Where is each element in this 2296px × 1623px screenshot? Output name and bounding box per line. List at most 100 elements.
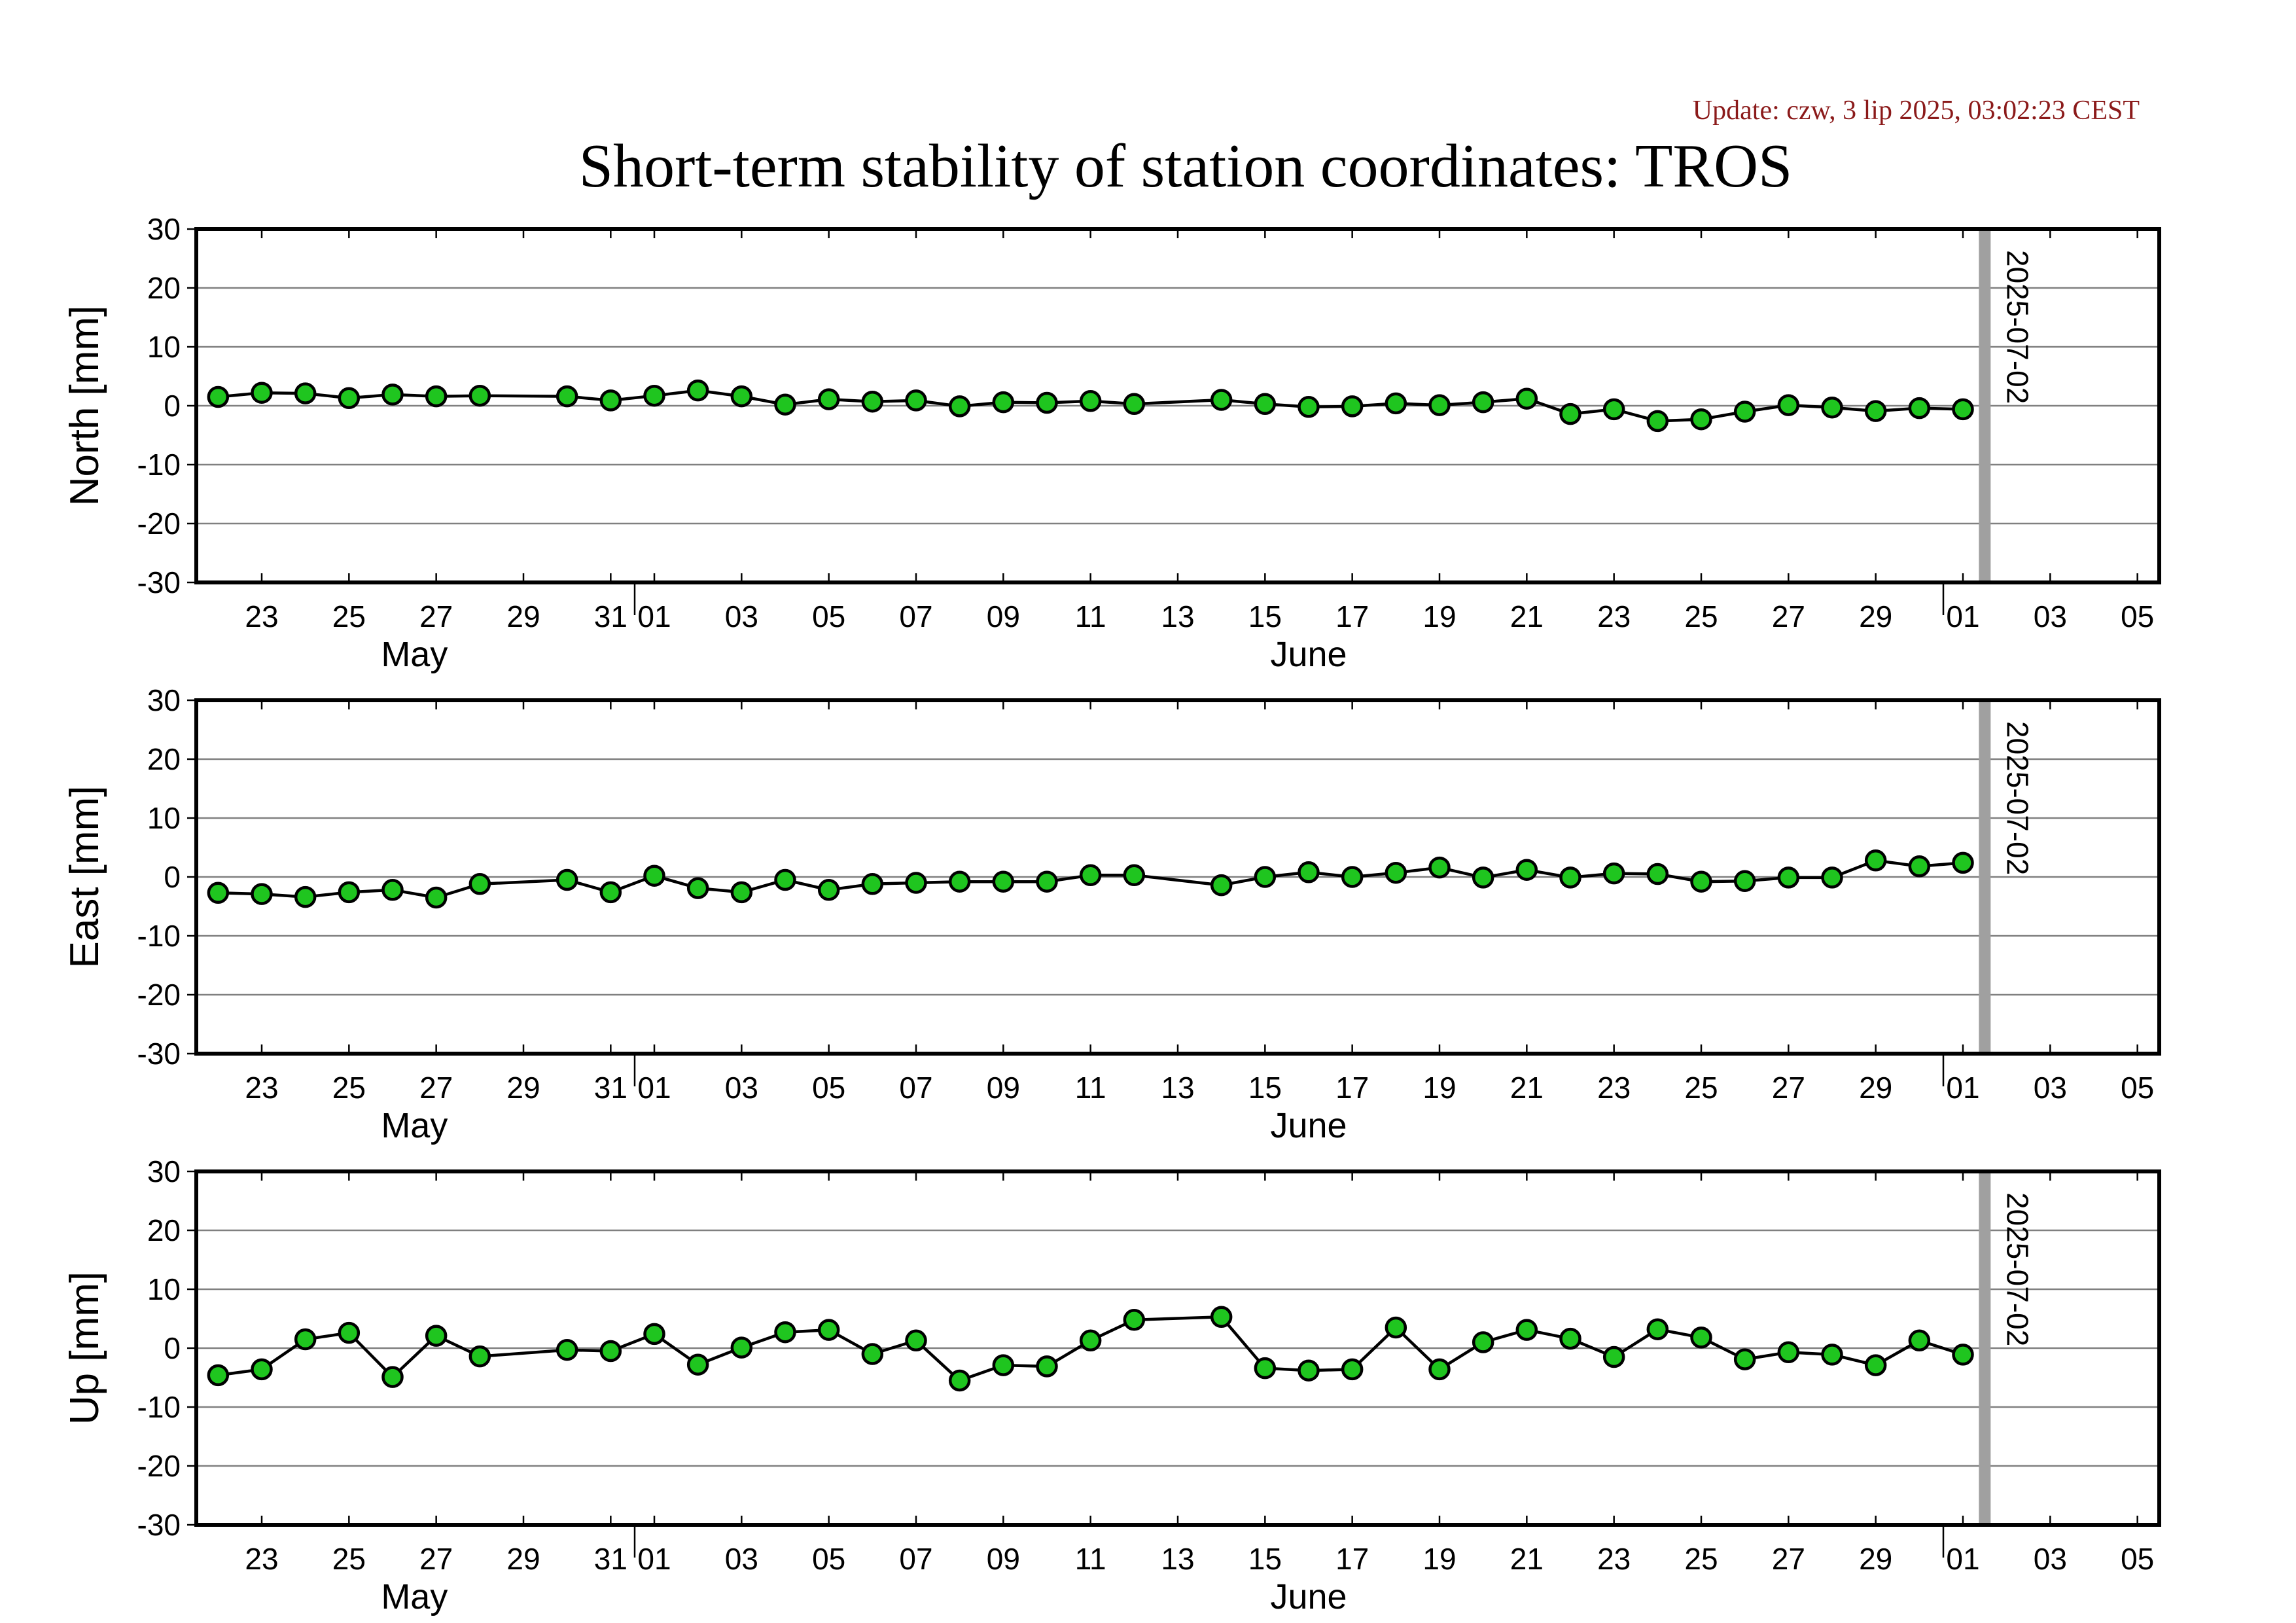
x-tick-label: 03 [2034,1542,2067,1576]
date-marker-label: 2025-07-02 [2000,250,2034,404]
data-point [556,868,578,891]
data-point [1341,395,1364,418]
data-point [992,1354,1015,1376]
y-tick-label: 0 [164,389,181,423]
x-tick-label: 05 [812,599,845,633]
x-tick-label: 05 [812,1542,845,1576]
data-point [730,881,753,904]
data-point [251,382,273,404]
data-point [1559,866,1581,889]
x-tick-label: 31 [594,1071,627,1105]
data-point [1733,870,1756,893]
x-month-label: May [381,1577,448,1616]
x-tick-label: 01 [637,599,671,633]
data-point [1385,861,1407,884]
data-point [1646,410,1669,433]
x-tick-label: 05 [2121,1071,2154,1105]
data-point [1298,396,1320,418]
data-point [992,870,1015,893]
data-point [1123,864,1146,887]
y-tick-label: 30 [147,683,181,717]
data-point [992,391,1015,414]
x-tick-label: 03 [725,1071,758,1105]
x-tick-label: 11 [1075,599,1106,633]
x-tick-label: 07 [899,1542,932,1576]
x-tick-label: 27 [1772,1071,1805,1105]
data-point [1646,1318,1669,1340]
data-point [381,1366,404,1388]
data-point [1690,1327,1712,1349]
x-tick-label: 03 [2034,599,2067,633]
plot-frame [194,1169,2161,1527]
data-point [1079,864,1102,887]
data-point [1821,1344,1843,1366]
data-point [643,865,665,887]
x-tick-label: 23 [1597,1071,1631,1105]
data-point [686,379,709,402]
data-point [905,389,927,412]
x-tick-label: 09 [987,599,1020,633]
data-point [251,883,273,905]
x-tick-label: 09 [987,1542,1020,1576]
data-point [468,873,491,895]
x-tick-label: 07 [899,1071,932,1105]
data-point [1952,398,1974,421]
x-tick-label: 31 [594,599,627,633]
data-point [1864,849,1887,872]
data-point [1602,1346,1625,1368]
x-tick-label: 01 [637,1071,671,1105]
x-month-label: May [381,635,448,674]
x-tick-label: 17 [1335,1542,1369,1576]
data-point [207,1364,230,1387]
data-point [381,879,404,901]
data-point [1036,870,1058,893]
data-point [1733,401,1756,423]
data-point [599,881,622,904]
plot-frame [194,698,2161,1056]
data-point [1298,861,1320,883]
data-point [1210,874,1233,897]
y-tick-label: 0 [164,860,181,894]
x-tick-label: 09 [987,1071,1020,1105]
y-tick-label: -30 [137,1037,181,1071]
data-point [1690,870,1712,893]
data-point [1602,398,1625,421]
x-tick-label: 07 [899,599,932,633]
x-tick-label: 05 [2121,599,2154,633]
x-tick-label: 25 [332,1542,366,1576]
data-point [774,393,796,416]
data-point [556,1338,578,1361]
data-point [338,1321,361,1344]
data-point [1428,1358,1451,1381]
data-point [905,872,927,894]
data-point [251,1358,273,1381]
data-point [948,395,971,418]
x-tick-label: 19 [1422,599,1456,633]
x-tick-label: 11 [1075,1542,1106,1576]
x-tick-label: 29 [506,599,540,633]
y-tick-label: 10 [147,330,181,364]
y-tick-label: 30 [147,1154,181,1188]
data-point [1036,1355,1058,1378]
x-tick-label: 27 [419,1071,453,1105]
x-tick-label: 01 [637,1542,671,1576]
x-month-label: June [1270,635,1347,674]
date-marker-label: 2025-07-02 [2000,721,2034,875]
y-tick-label: -10 [137,1390,181,1424]
x-tick-label: 01 [1946,1542,1979,1576]
data-point [730,1336,753,1359]
data-point [643,384,665,407]
data-point [338,881,361,904]
x-tick-label: 29 [506,1542,540,1576]
data-point [1254,1357,1277,1380]
data-point [599,389,622,412]
data-point [1733,1348,1756,1370]
y-tick-label: 20 [147,271,181,305]
x-month-label: May [381,1106,448,1145]
x-tick-label: 03 [725,1542,758,1576]
data-point [1777,394,1800,416]
